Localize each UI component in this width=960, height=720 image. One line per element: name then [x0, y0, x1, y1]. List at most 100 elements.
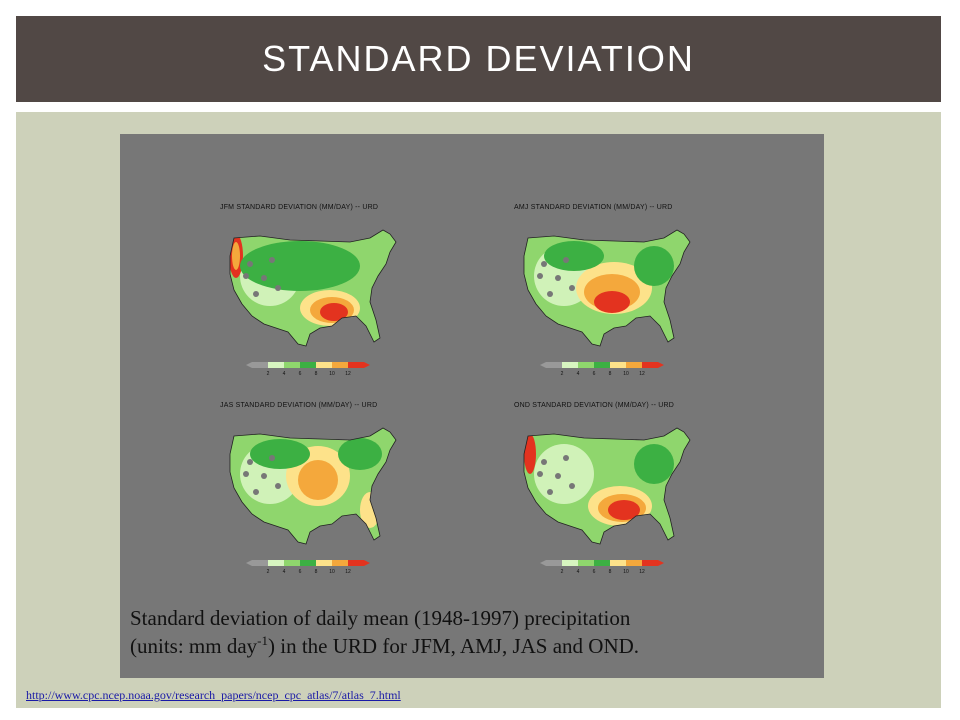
legend-tick-label: 10: [329, 371, 335, 377]
us-outline: [229, 427, 397, 545]
legend-swatch: [332, 362, 348, 368]
legend-swatch: [284, 560, 300, 566]
map-title: JAS STANDARD DEVIATION (MM/DAY) -- URD: [220, 402, 378, 409]
legend-tick-label: 10: [623, 371, 629, 377]
legend-tick-label: 6: [299, 569, 302, 575]
missing-data-speck: [253, 489, 259, 495]
legend-arrow-right: [658, 560, 664, 566]
legend-tick-label: 10: [623, 569, 629, 575]
precip-region: [320, 303, 348, 321]
missing-data-speck: [247, 261, 253, 267]
legend-tick-label: 2: [267, 569, 270, 575]
us-precipitation-map: [523, 229, 691, 347]
legend-arrow-left: [540, 362, 546, 368]
us-outline: [229, 229, 397, 347]
missing-data-speck: [243, 471, 249, 477]
missing-data-speck: [547, 291, 553, 297]
legend-arrow-left: [246, 362, 252, 368]
legend-tick-label: 6: [593, 371, 596, 377]
missing-data-speck: [261, 473, 267, 479]
missing-data-speck: [563, 455, 569, 461]
missing-data-speck: [275, 483, 281, 489]
precip-region: [594, 291, 630, 313]
color-scale-legend: 2 4 6 8 10 12: [540, 560, 664, 575]
legend-tick-label: 4: [577, 371, 580, 377]
legend-swatch: [610, 362, 626, 368]
us-outline: [523, 229, 691, 347]
missing-data-speck: [563, 257, 569, 263]
legend-tick-label: 6: [299, 371, 302, 377]
legend-tick-label: 8: [315, 371, 318, 377]
map-title: JFM STANDARD DEVIATION (MM/DAY) -- URD: [220, 204, 379, 211]
legend-arrow-left: [540, 560, 546, 566]
legend-swatch: [252, 362, 268, 368]
missing-data-speck: [541, 459, 547, 465]
legend-swatch: [268, 362, 284, 368]
legend-swatch: [348, 560, 364, 566]
legend-swatch: [316, 362, 332, 368]
legend-tick-label: 2: [561, 569, 564, 575]
missing-data-speck: [537, 471, 543, 477]
legend-swatch: [594, 362, 610, 368]
legend-swatch: [546, 362, 562, 368]
missing-data-speck: [269, 257, 275, 263]
legend-swatch: [562, 362, 578, 368]
legend-swatch: [610, 560, 626, 566]
legend-swatch: [626, 362, 642, 368]
legend-tick-label: 4: [283, 569, 286, 575]
legend-swatch: [348, 362, 364, 368]
map-title: OND STANDARD DEVIATION (MM/DAY) -- URD: [514, 402, 675, 409]
legend-tick-label: 12: [345, 569, 351, 575]
legend-swatch: [578, 560, 594, 566]
legend-tick-label: 12: [345, 371, 351, 377]
color-scale-legend: 2 4 6 8 10 12: [246, 560, 370, 575]
legend-swatch: [546, 560, 562, 566]
legend-swatch: [578, 362, 594, 368]
legend-tick-label: 8: [609, 569, 612, 575]
missing-data-speck: [243, 273, 249, 279]
legend-tick-label: 12: [639, 371, 645, 377]
missing-data-speck: [247, 459, 253, 465]
legend-arrow-left: [246, 560, 252, 566]
us-precipitation-map: [523, 427, 691, 545]
legend-swatch: [642, 560, 658, 566]
legend-swatch: [252, 560, 268, 566]
precip-region: [240, 241, 360, 291]
precip-region: [544, 241, 604, 271]
slide-title-bar: STANDARD DEVIATION: [16, 16, 941, 102]
map-panel-jas: JAS STANDARD DEVIATION (MM/DAY) -- URD 2 4…: [220, 402, 420, 577]
dry-region: [534, 444, 594, 504]
precip-region: [250, 439, 310, 469]
us-precipitation-map: [229, 427, 397, 545]
legend-tick-label: 2: [561, 371, 564, 377]
us-precipitation-map: [229, 229, 397, 347]
precip-region: [634, 246, 674, 286]
legend-swatch: [332, 560, 348, 566]
map-panel-amj: AMJ STANDARD DEVIATION (MM/DAY) -- URD 2 4…: [514, 204, 714, 379]
legend-swatch: [626, 560, 642, 566]
missing-data-speck: [537, 273, 543, 279]
missing-data-speck: [569, 483, 575, 489]
figure-caption: Standard deviation of daily mean (1948-1…: [130, 604, 820, 660]
missing-data-speck: [253, 291, 259, 297]
legend-swatch: [642, 362, 658, 368]
missing-data-speck: [541, 261, 547, 267]
color-scale-legend: 2 4 6 8 10 12: [540, 362, 664, 377]
slide-title: STANDARD DEVIATION: [262, 38, 695, 79]
legend-swatch: [268, 560, 284, 566]
missing-data-speck: [261, 275, 267, 281]
legend-swatch: [594, 560, 610, 566]
source-link[interactable]: http://www.cpc.ncep.noaa.gov/research_pa…: [26, 688, 401, 702]
legend-arrow-right: [364, 560, 370, 566]
precip-region: [634, 444, 674, 484]
legend-swatch: [300, 362, 316, 368]
legend-tick-label: 12: [639, 569, 645, 575]
legend-swatch: [562, 560, 578, 566]
legend-tick-label: 10: [329, 569, 335, 575]
legend-tick-label: 8: [315, 569, 318, 575]
legend-tick-label: 2: [267, 371, 270, 377]
missing-data-speck: [555, 473, 561, 479]
map-title: AMJ STANDARD DEVIATION (MM/DAY) -- URD: [514, 204, 673, 211]
legend-tick-label: 4: [577, 569, 580, 575]
missing-data-speck: [547, 489, 553, 495]
